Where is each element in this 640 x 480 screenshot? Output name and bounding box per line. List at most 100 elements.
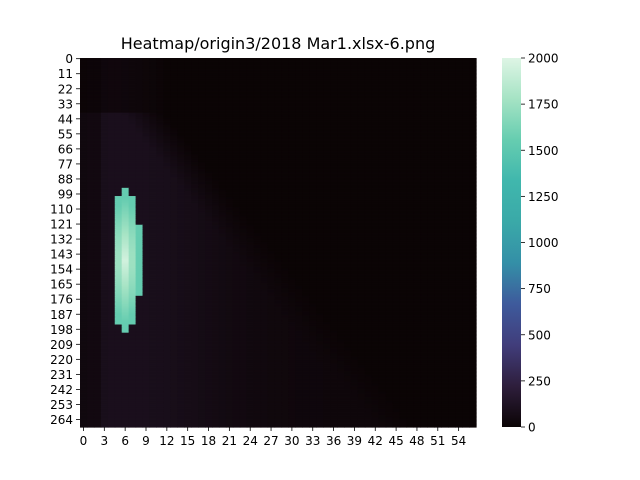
heatmap-cell [142,77,151,80]
heatmap-cell [350,105,359,108]
heatmap-cell [350,129,359,132]
heatmap-cell [128,86,137,89]
heatmap-cell [399,67,408,70]
heatmap-cell [253,114,262,116]
heatmap-cell [184,127,192,130]
heatmap-cell [434,85,442,88]
heatmap-cell [218,130,227,133]
heatmap-cell [93,163,102,166]
heatmap-cell [357,130,366,133]
heatmap-cell [246,100,255,103]
heatmap-cell [413,74,422,77]
heatmap-cell [316,172,324,175]
heatmap-cell [267,67,276,70]
heatmap-cell [344,89,352,92]
heatmap-cell [177,168,185,171]
heatmap-cell [218,75,227,78]
heatmap-cell [441,171,449,174]
heatmap-cell [100,144,109,147]
heatmap-cell [246,92,255,95]
heatmap-cell [399,96,408,99]
heatmap-cell [177,149,185,152]
heatmap-cell [142,122,151,125]
heatmap-cell [177,60,185,63]
heatmap-cell [434,157,442,160]
heatmap-cell [385,170,394,173]
heatmap-cell [448,140,456,142]
heatmap-cell [80,116,88,119]
heatmap-cell [170,172,178,175]
heatmap-cell [156,148,164,151]
heatmap-cell [121,115,130,118]
heatmap-cell [212,111,220,114]
heatmap-cell [302,124,310,127]
heatmap-cell [316,126,324,129]
heatmap-cell [350,79,359,82]
heatmap-cell [232,120,241,123]
heatmap-cell [406,156,415,159]
heatmap-cell [316,149,324,152]
heatmap-cell [149,59,158,62]
heatmap-cell [149,153,158,156]
heatmap-cell [239,77,248,80]
heatmap-cell [86,68,95,71]
heatmap-cell [350,88,359,91]
heatmap-cell [385,114,394,116]
heatmap-cell [80,60,88,63]
heatmap-cell [121,71,130,74]
heatmap-cell [86,161,95,164]
heatmap-cell [205,152,213,155]
heatmap-cell [364,129,373,132]
heatmap-cell [198,108,206,111]
heatmap-cell [232,89,241,92]
heatmap-cell [225,64,234,67]
heatmap-cell [149,159,158,162]
heatmap-cell [184,138,192,141]
heatmap-cell [337,92,345,95]
heatmap-cell [392,83,401,86]
heatmap-cell [455,148,463,151]
heatmap-cell [135,137,144,140]
heatmap-cell [184,64,192,67]
heatmap-cell [135,120,144,123]
heatmap-cell [135,175,144,178]
heatmap-cell [469,107,477,110]
heatmap-cell [455,152,463,155]
heatmap-cell [100,62,109,65]
heatmap-cell [170,171,178,174]
heatmap-cell [274,114,283,116]
heatmap-cell [184,164,192,167]
heatmap-cell [86,90,95,93]
heatmap-cell [100,172,109,175]
heatmap-cell [170,115,178,118]
heatmap-cell [302,171,310,174]
heatmap-cell [184,118,192,121]
heatmap-cell [350,109,359,112]
heatmap-cell [420,86,428,89]
heatmap-cell [448,164,456,167]
heatmap-cell [253,146,262,149]
heatmap-cell [198,89,206,92]
heatmap-cell [281,105,290,108]
heatmap-cell [205,101,213,104]
heatmap-cell [253,93,262,96]
heatmap-cell [406,142,415,145]
heatmap-cell [378,127,387,130]
heatmap-cell [80,161,88,164]
heatmap-cell [142,156,151,159]
heatmap-cell [260,100,269,103]
heatmap-cell [281,77,290,80]
heatmap-cell [406,66,415,69]
heatmap-cell [455,88,463,91]
heatmap-cell [267,161,276,164]
heatmap-cell [246,68,255,71]
heatmap-cell [170,159,178,162]
heatmap-cell [323,142,331,145]
heatmap-cell [462,142,470,145]
heatmap-cell [80,149,88,152]
heatmap-cell [406,175,415,178]
heatmap-cell [316,103,324,106]
heatmap-cell [246,96,255,99]
heatmap-cell [434,127,442,130]
heatmap-cell [218,82,227,85]
